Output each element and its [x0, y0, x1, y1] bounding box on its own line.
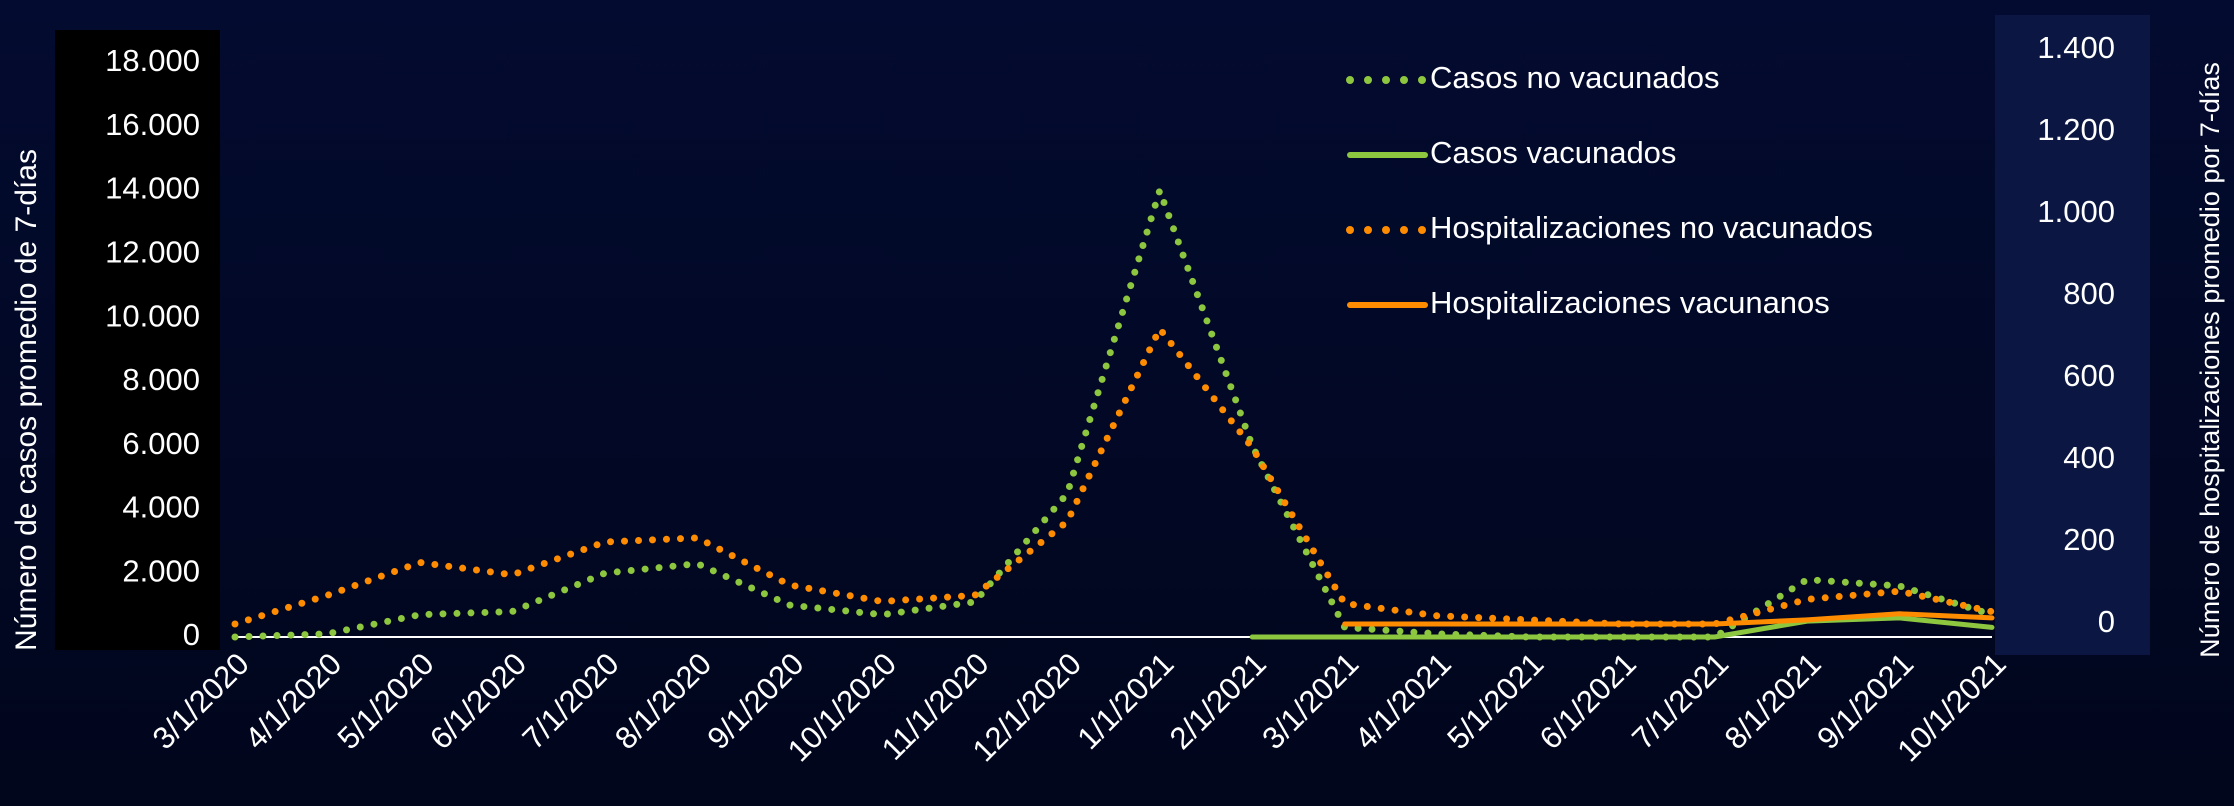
legend-label: Hospitalizaciones vacunanos	[1430, 285, 1830, 320]
y2-tick-label: 200	[2063, 522, 2115, 557]
y2-tick-label: 1.400	[2037, 30, 2115, 65]
series-line	[1249, 615, 1995, 640]
y-tick-label: 12.000	[105, 235, 200, 270]
y2-tick-label: 400	[2063, 440, 2115, 475]
y-tick-label: 18.000	[105, 43, 200, 78]
y-tick-label: 14.000	[105, 171, 200, 206]
legend-label: Hospitalizaciones no vacunados	[1430, 210, 1873, 245]
y2-tick-label: 600	[2063, 358, 2115, 393]
y2-tick-label: 0	[2098, 604, 2115, 639]
y-tick-label: 0	[183, 617, 200, 652]
legend-label: Casos no vacunados	[1430, 60, 1720, 95]
y-tick-label: 10.000	[105, 298, 200, 333]
y-tick-label: 8.000	[122, 362, 200, 397]
y-tick-label: 6.000	[122, 426, 200, 461]
legend-label: Casos vacunados	[1430, 135, 1676, 170]
y2-tick-label: 1.200	[2037, 112, 2115, 147]
y-tick-label: 16.000	[105, 107, 200, 142]
right-axis-panel	[1995, 15, 2150, 655]
left-axis-panel	[55, 30, 220, 650]
y-axis-title: Número de casos promedio de 7-días	[10, 149, 43, 651]
y2-axis-title: Número de hospitalizaciones promedio por…	[2195, 62, 2225, 658]
series-line	[1342, 611, 1995, 627]
y2-tick-label: 800	[2063, 276, 2115, 311]
y2-tick-label: 1.000	[2037, 194, 2115, 229]
y-tick-label: 4.000	[122, 490, 200, 525]
series-line	[231, 187, 1996, 641]
y-tick-label: 2.000	[122, 553, 200, 588]
